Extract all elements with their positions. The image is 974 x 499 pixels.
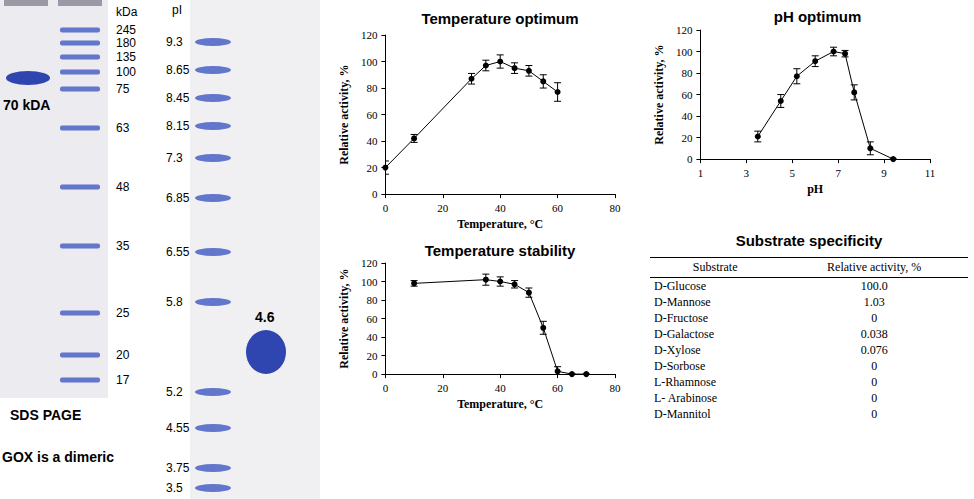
svg-text:60: 60 <box>366 109 378 121</box>
svg-text:20: 20 <box>116 348 130 362</box>
svg-text:245: 245 <box>116 23 136 37</box>
svg-text:Relative activity, %: Relative activity, % <box>337 64 351 164</box>
svg-text:Temperature, °C: Temperature, °C <box>457 217 543 231</box>
html-text:0: 0 <box>871 359 878 373</box>
html-text:D-Mannose: D-Mannose <box>654 295 711 309</box>
svg-text:80: 80 <box>366 82 378 94</box>
svg-text:20: 20 <box>366 350 378 362</box>
svg-text:4.55: 4.55 <box>166 421 190 435</box>
svg-text:GOX is a dimeric: GOX is a dimeric <box>2 449 114 465</box>
svg-text:40: 40 <box>495 382 507 394</box>
svg-text:80: 80 <box>610 382 622 394</box>
svg-text:60: 60 <box>552 382 564 394</box>
svg-text:Relative activity, %: Relative activity, % <box>337 268 351 368</box>
svg-text:100: 100 <box>116 65 136 79</box>
html-text:D-Sorbose: D-Sorbose <box>654 359 706 373</box>
svg-text:5.8: 5.8 <box>166 295 183 309</box>
svg-text:Relative activity, %: Relative activity, % <box>652 44 666 144</box>
html-text:D-Xylose: D-Xylose <box>654 343 701 357</box>
svg-text:40: 40 <box>495 202 507 214</box>
svg-text:3: 3 <box>744 167 750 179</box>
svg-text:20: 20 <box>366 162 378 174</box>
svg-text:1: 1 <box>698 167 704 179</box>
svg-text:Temperature stability: Temperature stability <box>425 242 576 259</box>
svg-text:pI: pI <box>172 3 182 17</box>
svg-text:100: 100 <box>361 56 378 68</box>
svg-text:80: 80 <box>610 202 622 214</box>
svg-text:75: 75 <box>116 82 130 96</box>
svg-text:0: 0 <box>383 382 389 394</box>
svg-text:pH optimum: pH optimum <box>774 8 862 25</box>
svg-text:80: 80 <box>681 67 693 79</box>
html-text:Substrate: Substrate <box>692 260 738 274</box>
svg-text:0: 0 <box>372 368 378 380</box>
svg-text:135: 135 <box>116 50 136 64</box>
svg-text:35: 35 <box>116 239 130 253</box>
svg-text:9.3: 9.3 <box>166 35 183 49</box>
svg-text:SDS PAGE: SDS PAGE <box>10 407 81 423</box>
html-text:100.0: 100.0 <box>860 279 888 293</box>
svg-text:25: 25 <box>116 306 130 320</box>
svg-text:100: 100 <box>676 46 693 58</box>
svg-text:11: 11 <box>925 167 936 179</box>
html-text:0: 0 <box>871 311 878 325</box>
svg-text:Temperature, °C: Temperature, °C <box>457 397 543 411</box>
svg-text:Temperature optimum: Temperature optimum <box>421 10 578 27</box>
svg-text:60: 60 <box>552 202 564 214</box>
html-text:0.076: 0.076 <box>860 343 888 357</box>
svg-text:5.2: 5.2 <box>166 385 183 399</box>
svg-text:60: 60 <box>681 89 693 101</box>
svg-text:63: 63 <box>116 121 130 135</box>
svg-text:7.3: 7.3 <box>166 151 183 165</box>
svg-text:60: 60 <box>366 313 378 325</box>
html-text:0: 0 <box>871 391 878 405</box>
html-text:L- Arabinose: L- Arabinose <box>654 391 717 405</box>
svg-text:5: 5 <box>789 167 795 179</box>
svg-text:6.85: 6.85 <box>166 191 190 205</box>
svg-text:9: 9 <box>881 167 887 179</box>
svg-text:8.15: 8.15 <box>166 119 190 133</box>
svg-text:100: 100 <box>361 276 378 288</box>
svg-text:20: 20 <box>437 382 449 394</box>
html-text:0: 0 <box>871 407 878 421</box>
svg-text:40: 40 <box>366 331 378 343</box>
svg-text:40: 40 <box>366 135 378 147</box>
svg-text:pH: pH <box>807 182 824 196</box>
html-text:1.03: 1.03 <box>863 295 885 309</box>
svg-text:3.75: 3.75 <box>166 461 190 475</box>
html-text:0: 0 <box>871 375 878 389</box>
svg-text:3.5: 3.5 <box>166 481 183 495</box>
svg-text:48: 48 <box>116 180 130 194</box>
svg-text:180: 180 <box>116 36 136 50</box>
html-text:D-Glucose: D-Glucose <box>654 279 706 293</box>
svg-text:120: 120 <box>361 29 378 41</box>
html-text:D-Fructose: D-Fructose <box>654 311 708 325</box>
svg-text:7: 7 <box>835 167 841 179</box>
svg-text:40: 40 <box>681 110 693 122</box>
svg-text:0: 0 <box>372 188 378 200</box>
svg-text:8.65: 8.65 <box>166 63 190 77</box>
svg-text:0: 0 <box>383 202 389 214</box>
svg-text:120: 120 <box>361 257 378 269</box>
svg-text:80: 80 <box>366 294 378 306</box>
svg-text:20: 20 <box>437 202 449 214</box>
svg-text:20: 20 <box>681 132 693 144</box>
svg-text:70 kDA: 70 kDA <box>3 97 50 113</box>
html-text:D-Galactose: D-Galactose <box>654 327 714 341</box>
svg-text:0: 0 <box>687 153 693 165</box>
html-text:D-Mannitol: D-Mannitol <box>654 407 711 421</box>
html-text:L-Rhamnose: L-Rhamnose <box>654 375 716 389</box>
svg-text:4.6: 4.6 <box>255 309 275 325</box>
svg-text:120: 120 <box>676 24 693 36</box>
html-text:Relative activity, %: Relative activity, % <box>827 260 922 274</box>
svg-text:6.55: 6.55 <box>166 245 190 259</box>
html-text:0.038: 0.038 <box>860 327 888 341</box>
svg-text:8.45: 8.45 <box>166 91 190 105</box>
svg-text:17: 17 <box>116 373 130 387</box>
html-text:Substrate specificity: Substrate specificity <box>735 232 883 249</box>
svg-text:kDa: kDa <box>116 5 138 19</box>
